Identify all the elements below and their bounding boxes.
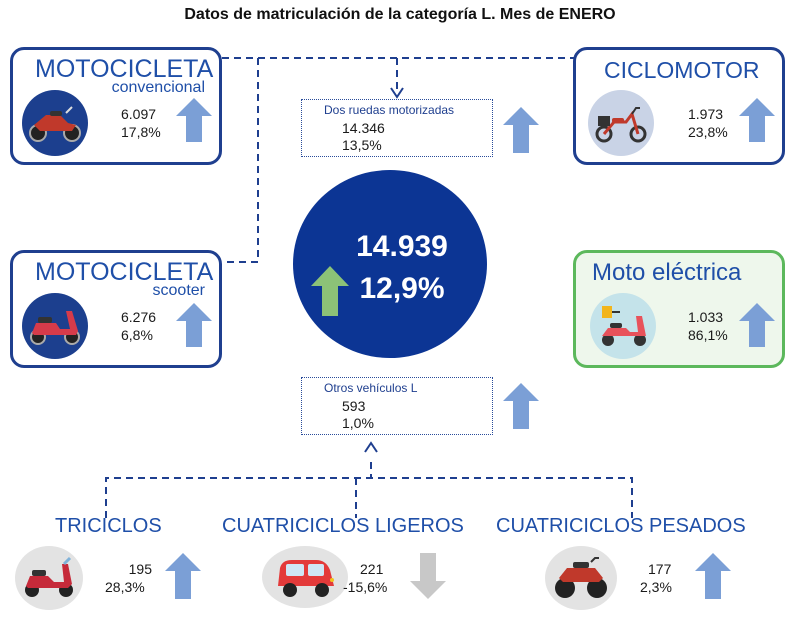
card-pct: 23,8% — [688, 124, 728, 140]
card-value: 6.097 — [121, 106, 157, 122]
card-title: MOTOCICLETA — [35, 258, 214, 286]
otros-label: Otros vehículos L — [324, 381, 418, 395]
triciclos-value: 195 — [128, 561, 152, 577]
dos-ruedas-label: Dos ruedas motorizadas — [324, 103, 455, 117]
cuatriciclos-ligeros-value: 221 — [360, 561, 384, 577]
card-moto-scooter: MOTOCICLETA scooter 6.276 6,8% — [10, 250, 222, 368]
total-circle: 14.939 12,9% — [293, 170, 487, 358]
electric-scooter-icon — [590, 293, 656, 359]
dos-ruedas-box: Dos ruedas motorizadas 14.346 13,5% — [301, 99, 493, 157]
arrow-up-icon — [503, 107, 539, 153]
dos-ruedas-pct: 13,5% — [342, 137, 382, 153]
card-value: 1.033 — [688, 309, 724, 325]
cuatriciclos-ligeros-label: CUATRICICLOS LIGEROS — [222, 515, 464, 537]
otros-value: 593 — [342, 398, 366, 414]
card-title: Moto eléctrica — [592, 259, 742, 286]
card-value: 6.276 — [121, 309, 157, 325]
scooter-icon — [22, 293, 88, 359]
dos-ruedas-value: 14.346 — [342, 120, 385, 136]
cuatriciclos-pesados-pct: 2,3% — [640, 579, 672, 595]
card-ciclomotor: CICLOMOTOR 1.973 23,8% — [573, 47, 785, 165]
card-pct: 17,8% — [121, 124, 161, 140]
arrow-up-icon — [503, 383, 539, 429]
card-pct: 6,8% — [121, 327, 153, 343]
card-moto-convencional: MOTOCICLETA convencional 6.097 17,8% — [10, 47, 222, 165]
page-title: Datos de matriculación de la categoría L… — [184, 6, 616, 23]
total-pct: 12,9% — [359, 272, 445, 305]
moped-icon — [588, 90, 654, 156]
arrow-up-icon — [176, 303, 212, 347]
arrow-up-icon — [176, 98, 212, 142]
card-title: CICLOMOTOR — [604, 57, 760, 83]
arrow-up-icon — [165, 553, 201, 599]
card-pct: 86,1% — [688, 327, 728, 343]
arrow-up-icon — [695, 553, 731, 599]
card-value: 1.973 — [688, 106, 724, 122]
microcar-icon — [262, 546, 348, 608]
total-value: 14.939 — [356, 230, 448, 263]
triciclos-label: TRICICLOS — [55, 515, 162, 537]
cuatriciclos-pesados-label: CUATRICICLOS PESADOS — [496, 515, 746, 537]
cuatriciclos-ligeros-pct: -15,6% — [343, 579, 388, 595]
arrow-up-icon — [739, 303, 775, 347]
tricycle-icon — [15, 546, 83, 610]
otros-box: Otros vehículos L 593 1,0% — [301, 377, 493, 435]
triciclos-pct: 28,3% — [105, 579, 145, 595]
cuatriciclos-pesados-value: 177 — [648, 561, 672, 577]
otros-pct: 1,0% — [342, 415, 374, 431]
card-title: MOTOCICLETA — [35, 55, 214, 83]
arrow-down-icon — [410, 553, 446, 599]
arrow-up-icon — [739, 98, 775, 142]
card-moto-electrica: Moto eléctrica 1.033 86,1% — [573, 250, 785, 368]
arrow-up-icon — [311, 266, 349, 316]
quad-icon — [545, 546, 617, 610]
motorcycle-icon — [22, 90, 88, 156]
card-subtitle: convencional — [111, 79, 205, 96]
card-subtitle: scooter — [152, 282, 205, 299]
